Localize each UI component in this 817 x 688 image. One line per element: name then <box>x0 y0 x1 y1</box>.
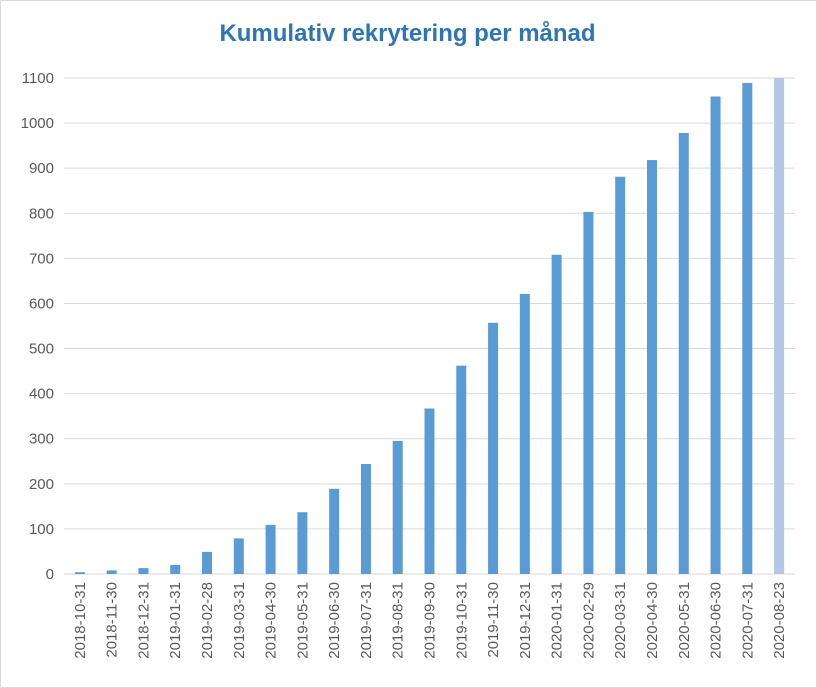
x-tick-label: 2020-05-31 <box>676 582 693 659</box>
bar-2020-02-29 <box>583 211 594 575</box>
x-tick-label: 2018-12-31 <box>135 582 152 659</box>
y-tick-label: 800 <box>29 205 54 222</box>
bar-2020-03-31 <box>615 176 626 574</box>
bar-2019-01-31 <box>170 564 181 574</box>
x-tick-label: 2020-06-30 <box>708 582 725 659</box>
x-tick-label: 2019-09-30 <box>422 582 439 659</box>
y-tick-label: 300 <box>29 431 54 448</box>
x-tick-label: 2019-03-31 <box>231 582 248 659</box>
x-tick-label: 2020-04-30 <box>644 582 661 659</box>
y-tick-label: 900 <box>29 160 54 177</box>
bar-2019-08-31 <box>392 440 403 574</box>
x-tick-label: 2020-02-29 <box>580 582 597 659</box>
y-tick-label: 700 <box>29 250 54 267</box>
y-tick-label: 500 <box>29 341 54 358</box>
y-tick-label: 400 <box>29 386 54 403</box>
x-tick-label: 2019-08-31 <box>390 582 407 659</box>
bar-2020-04-30 <box>646 160 657 574</box>
x-tick-label: 2019-12-31 <box>517 582 534 659</box>
bar-2019-11-30 <box>488 322 499 574</box>
x-tick-label: 2020-01-31 <box>549 582 566 659</box>
bar-2019-02-28 <box>202 551 213 574</box>
bar-2020-05-31 <box>678 133 689 574</box>
bar-2019-05-31 <box>297 512 308 574</box>
x-tick-label: 2020-07-31 <box>739 582 756 659</box>
bar-2019-06-30 <box>329 488 340 574</box>
y-tick-label: 600 <box>29 295 54 312</box>
y-tick-label: 1100 <box>22 70 54 87</box>
y-tick-label: 200 <box>29 476 54 493</box>
bar-2018-10-31 <box>74 572 85 574</box>
bar-2020-01-31 <box>551 254 562 575</box>
bar-2020-07-31 <box>742 82 753 575</box>
chart-title: Kumulativ rekrytering per månad <box>219 20 596 47</box>
x-tick-label: 2019-04-30 <box>263 582 280 659</box>
x-tick-label: 2020-03-31 <box>612 582 629 659</box>
bar-2019-03-31 <box>233 538 244 574</box>
x-tick-label: 2019-10-31 <box>453 582 470 659</box>
bar-2019-12-31 <box>519 293 530 574</box>
x-tick-label: 2018-11-30 <box>104 582 121 658</box>
y-tick-label: 0 <box>46 566 54 583</box>
bar-2020-06-30 <box>710 96 721 574</box>
x-tick-label: 2019-11-30 <box>485 582 502 658</box>
bar-2019-04-30 <box>265 524 276 574</box>
x-tick-label: 2019-01-31 <box>167 582 184 659</box>
bar-2018-11-30 <box>106 570 117 574</box>
x-tick-label: 2019-06-30 <box>326 582 343 659</box>
y-tick-label: 100 <box>29 521 54 538</box>
bar-2019-10-31 <box>456 365 467 574</box>
bar-2018-12-31 <box>138 568 149 574</box>
x-tick-label: 2019-02-28 <box>199 582 216 659</box>
x-tick-label: 2020-08-23 <box>771 582 788 659</box>
bar-2019-07-31 <box>360 463 371 574</box>
bar-2019-09-30 <box>424 408 435 574</box>
x-tick-label: 2018-10-31 <box>72 582 89 659</box>
bar-2020-08-23 <box>774 78 785 574</box>
y-tick-label: 1000 <box>21 115 54 132</box>
x-tick-label: 2019-05-31 <box>294 582 311 659</box>
x-tick-label: 2019-07-31 <box>358 582 375 659</box>
